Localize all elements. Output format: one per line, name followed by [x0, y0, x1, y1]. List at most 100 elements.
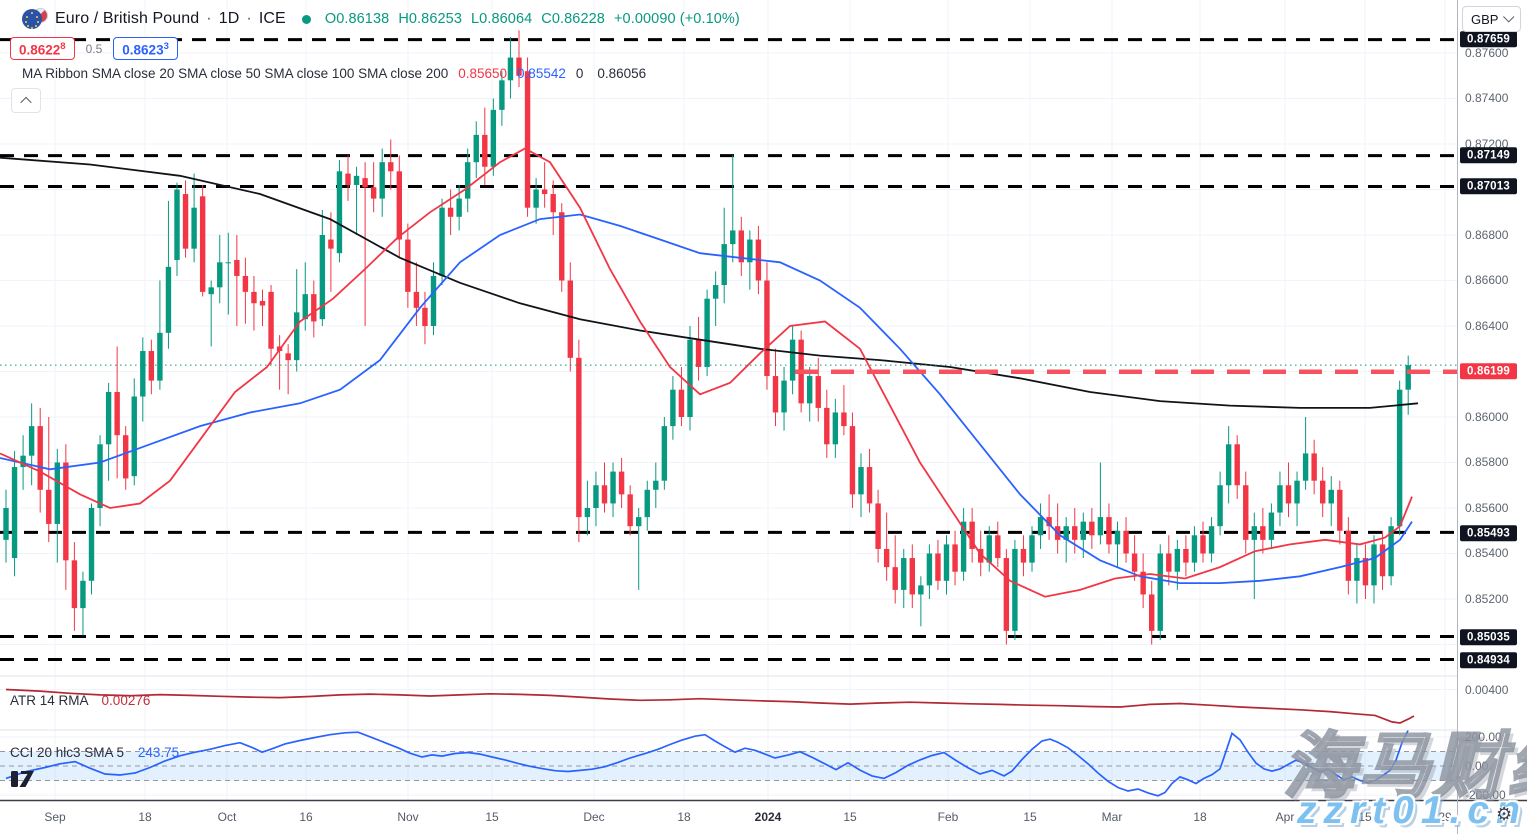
collapse-legend-button[interactable] — [11, 88, 41, 113]
candle — [1234, 435, 1240, 499]
symbol-title[interactable]: Euro / British Pound — [55, 10, 200, 27]
watermark-domain: zzrt01.cn — [1297, 789, 1527, 832]
candle — [1345, 517, 1352, 595]
sma50-line — [0, 213, 1413, 584]
candle — [1302, 417, 1309, 490]
tradingview-logo[interactable] — [10, 768, 40, 795]
candle — [815, 357, 821, 422]
candle — [687, 326, 693, 431]
candle — [644, 480, 650, 531]
candle — [105, 382, 112, 481]
candle — [353, 166, 360, 235]
buy-button[interactable]: 0.86233 — [113, 36, 178, 61]
candle — [413, 262, 420, 326]
candle — [28, 403, 35, 486]
candle — [490, 98, 497, 176]
candle — [1268, 503, 1275, 549]
candle — [584, 480, 591, 536]
ma100-value: 0 — [575, 66, 584, 81]
candle — [738, 216, 744, 276]
candle — [935, 539, 941, 590]
candle — [97, 435, 103, 527]
ma-ribbon-label[interactable]: MA Ribbon SMA close 20 SMA close 50 SMA … — [22, 66, 449, 81]
atr-indicator-legend[interactable]: ATR 14 RMA 0.00276 — [10, 693, 150, 708]
candle — [379, 148, 385, 217]
sma20-line — [0, 147, 1413, 598]
cci-band — [0, 751, 1457, 781]
atr-label: ATR 14 RMA — [10, 693, 88, 708]
candle — [653, 462, 659, 508]
candle — [1157, 544, 1163, 640]
candle — [849, 412, 856, 508]
sell-button[interactable]: 0.86228 — [10, 36, 75, 61]
market-status-icon[interactable] — [301, 14, 311, 24]
candle — [593, 471, 599, 527]
candle — [131, 378, 137, 486]
currency-unit-dropdown[interactable]: GBP — [1462, 6, 1521, 32]
candle — [661, 417, 668, 490]
ma200-value: 0.86056 — [597, 66, 647, 81]
candle — [1311, 439, 1317, 495]
candle — [439, 198, 445, 286]
open-value: O0.86138 — [324, 11, 390, 27]
candle — [328, 212, 334, 292]
candle — [1251, 512, 1257, 599]
candle — [516, 30, 522, 88]
candle — [541, 162, 548, 208]
ma20-value: 0.85650 — [458, 66, 508, 81]
candle — [88, 503, 95, 595]
candle — [747, 230, 753, 290]
candle — [1328, 476, 1334, 527]
candle — [1362, 544, 1369, 599]
candle — [208, 280, 214, 347]
candle — [832, 398, 839, 458]
candle — [576, 339, 582, 543]
candle — [362, 162, 368, 326]
candle — [319, 209, 326, 326]
candle — [11, 451, 18, 577]
spread-value: 0.5 — [85, 41, 103, 56]
candle — [259, 289, 266, 326]
atr-line — [5, 688, 1415, 724]
axis-settings-gear-icon[interactable]: ⚙ — [1496, 804, 1513, 824]
candle — [1320, 467, 1326, 518]
candle — [875, 489, 881, 563]
close-value: C0.86228 — [541, 11, 605, 27]
candle — [1106, 503, 1112, 554]
candle — [730, 155, 736, 263]
candle — [986, 526, 992, 572]
candle — [712, 271, 719, 326]
high-value: H0.86253 — [398, 11, 462, 27]
candle — [405, 223, 411, 308]
candle — [345, 155, 351, 201]
candle — [550, 180, 556, 235]
candle — [447, 189, 454, 235]
candle — [302, 262, 308, 331]
candle — [1260, 508, 1266, 554]
ma50-value: 0.85542 — [517, 66, 566, 81]
candle — [627, 485, 633, 536]
candle — [268, 285, 274, 365]
candle — [670, 376, 676, 440]
candle — [1294, 471, 1300, 527]
candle — [140, 337, 146, 422]
candle — [1396, 380, 1403, 536]
candle — [3, 489, 9, 563]
candle — [182, 180, 189, 258]
cci-indicator-legend[interactable]: CCI 20 hlc3 SMA 5 243.75 — [10, 745, 179, 760]
interval-label[interactable]: 1D — [218, 10, 240, 27]
candle — [499, 71, 505, 126]
cci-label: CCI 20 hlc3 SMA 5 — [10, 745, 125, 760]
candle — [46, 417, 52, 543]
candle — [1337, 480, 1343, 545]
candle — [618, 457, 625, 508]
candle — [1200, 521, 1206, 563]
candle — [191, 173, 197, 263]
candle — [636, 508, 642, 590]
candle — [807, 366, 813, 422]
candle — [1405, 355, 1411, 415]
candle — [841, 385, 847, 436]
candle — [1371, 535, 1377, 604]
